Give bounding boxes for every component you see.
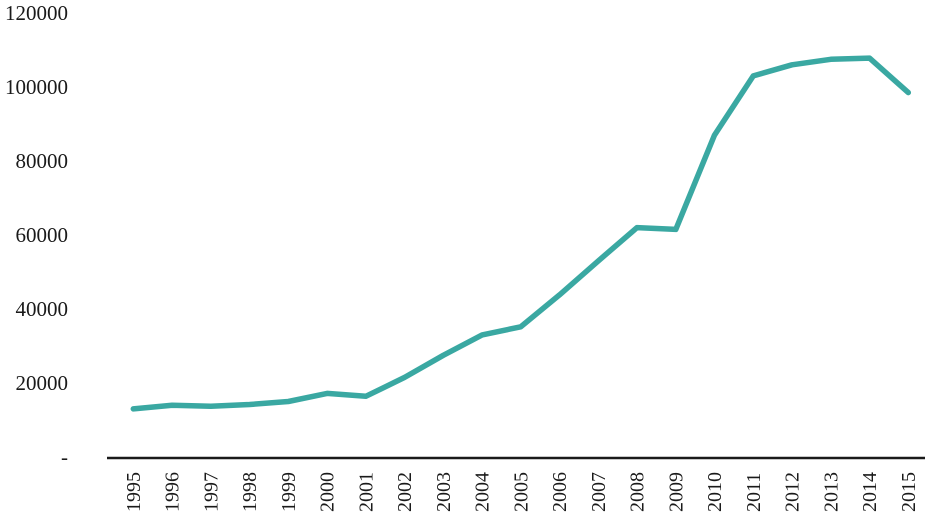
y-axis-labels: - 20000 40000 60000 80000 100000 120000 (5, 1, 68, 469)
x-tick-label: 2005 (510, 472, 532, 512)
x-tick-label: 2012 (782, 472, 804, 512)
x-tick-label: 2015 (898, 472, 920, 512)
x-tick-label: 1996 (162, 472, 184, 512)
x-tick-label: 2006 (549, 472, 571, 512)
x-axis-labels: 1995 1996 1997 1998 1999 2000 2001 2002 2003 2004… (123, 472, 920, 512)
x-tick-label: 2013 (820, 472, 842, 512)
x-tick-label: 2001 (355, 472, 377, 512)
data-series (130, 55, 912, 412)
x-tick-label: 2008 (627, 472, 649, 512)
y-tick-label: 100000 (5, 75, 68, 99)
x-tick-label: 2003 (433, 472, 455, 512)
x-tick-label: 1997 (200, 472, 222, 512)
data-line-series-1 (130, 55, 912, 412)
x-tick-label: 1998 (239, 472, 261, 512)
y-tick-label: 120000 (5, 1, 68, 25)
y-tick-label: 40000 (16, 297, 69, 321)
x-tick-label: 2002 (394, 472, 416, 512)
x-tick-label: 2000 (317, 472, 339, 512)
x-tick-label: 2007 (588, 472, 610, 512)
y-tick-label: 80000 (16, 149, 69, 173)
x-tick-label: 1995 (123, 472, 145, 512)
x-tick-label: 1999 (278, 472, 300, 512)
x-tick-label: 2010 (704, 472, 726, 512)
x-tick-label: 2014 (859, 472, 881, 512)
y-tick-label: 60000 (16, 223, 69, 247)
x-tick-label: 2011 (743, 473, 765, 512)
y-tick-label: 20000 (16, 371, 69, 395)
x-tick-label: 2004 (472, 472, 494, 512)
x-tick-label: 2009 (665, 472, 687, 512)
y-tick-label: - (61, 445, 68, 469)
